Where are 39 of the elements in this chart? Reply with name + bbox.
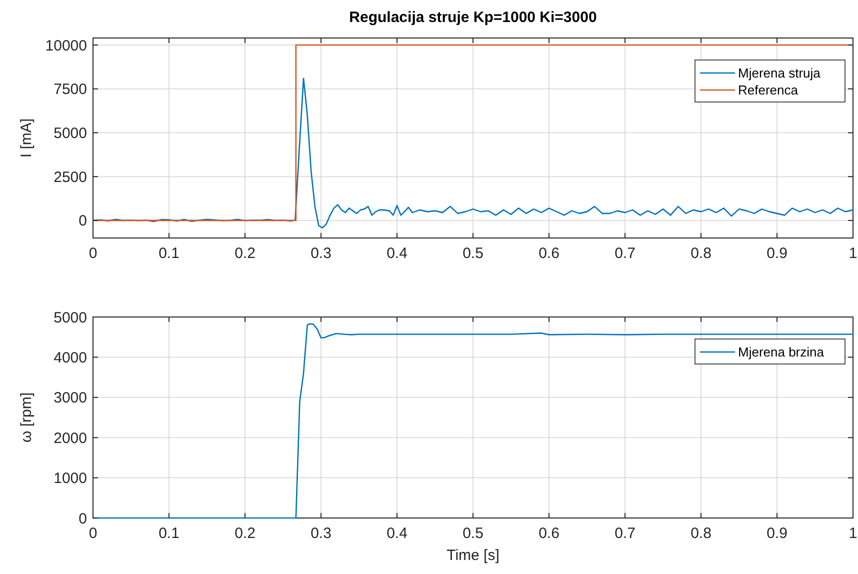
- legend-label: Referenca: [738, 82, 799, 98]
- x-axis-title: Time [s]: [446, 547, 500, 564]
- x-tick-label: 0.7: [614, 525, 636, 542]
- x-tick-label: 0.1: [158, 525, 180, 542]
- chart-title: Regulacija struje Kp=1000 Ki=3000: [349, 9, 597, 26]
- x-tick-label: 0.1: [158, 245, 180, 262]
- x-tick-label: 0.3: [310, 245, 332, 262]
- x-tick-label: 0.5: [462, 245, 484, 262]
- x-tick-label: 0.6: [538, 245, 560, 262]
- x-tick-label: 0.2: [234, 245, 256, 262]
- legend-label: Mjerena brzina: [738, 344, 825, 360]
- x-tick-label: 0.2: [234, 525, 256, 542]
- y-tick-label: 0: [78, 212, 87, 230]
- y-tick-label: 10000: [45, 37, 87, 54]
- x-tick-label: 0.5: [462, 525, 484, 542]
- line-series: [92, 323, 854, 519]
- y-tick-label: 5000: [54, 309, 87, 326]
- y-tick-label: 7500: [54, 81, 87, 98]
- x-tick-label: 0.7: [614, 245, 636, 262]
- x-tick-label: 0.4: [386, 525, 408, 542]
- x-tick-label: 0.8: [690, 245, 712, 262]
- y-tick-label: 5000: [54, 124, 87, 142]
- y-tick-label: 1000: [54, 470, 87, 488]
- x-tick-label: 0.6: [538, 525, 560, 542]
- x-tick-label: 0.9: [766, 525, 788, 542]
- x-tick-label: 0.9: [766, 245, 788, 262]
- legend-label: Mjerena struja: [738, 66, 822, 81]
- y-tick-label: 4000: [54, 349, 87, 366]
- x-tick-label: 0.8: [690, 525, 712, 542]
- y-axis-title: ω [rpm]: [18, 392, 35, 443]
- y-tick-label: 0: [78, 510, 87, 528]
- x-tick-label: 1: [848, 245, 858, 262]
- y-tick-label: 2500: [54, 168, 87, 186]
- y-axis-title: I [mA]: [18, 118, 35, 158]
- y-tick-label: 3000: [54, 390, 87, 407]
- y-tick-label: 2000: [54, 430, 87, 447]
- x-tick-label: 1: [848, 525, 858, 542]
- x-tick-label: 0.3: [310, 525, 332, 542]
- x-tick-label: 0.4: [386, 245, 408, 262]
